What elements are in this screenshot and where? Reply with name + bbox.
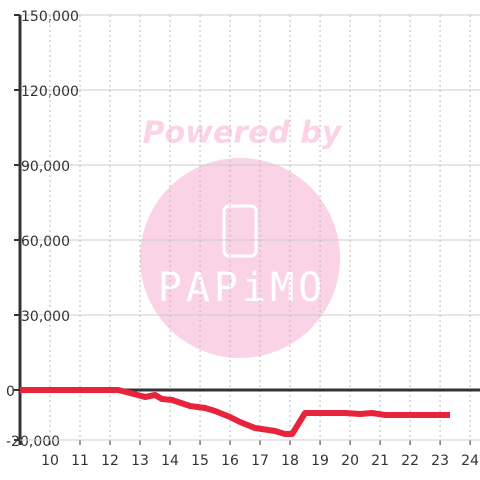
x-tick-label: 17 — [251, 453, 269, 469]
y-tick-label: 60,000 — [21, 234, 70, 250]
y-tick-label: 90,000 — [21, 159, 70, 175]
x-tick-label: 20 — [341, 453, 359, 469]
watermark: Powered by PAPiMO — [140, 116, 343, 358]
x-tick-label: 22 — [401, 453, 419, 469]
x-tick-label: 18 — [281, 453, 299, 469]
x-tick-label: 19 — [311, 453, 329, 469]
y-tick-label: -20,000 — [6, 434, 60, 450]
watermark-title: Powered by — [143, 116, 343, 151]
x-tick-label: 21 — [371, 453, 389, 469]
x-tick-label: 12 — [101, 453, 119, 469]
x-tick-label: 14 — [161, 453, 179, 469]
x-tick-label: 11 — [71, 453, 89, 469]
x-tick-label: 13 — [131, 453, 149, 469]
x-tick-label: 16 — [221, 453, 239, 469]
watermark-phone — [222, 204, 258, 258]
x-tick-label: 10 — [41, 453, 59, 469]
x-tick-label: 23 — [431, 453, 449, 469]
y-tick-label: 120,000 — [21, 84, 79, 100]
y-tick-label: 0 — [6, 384, 15, 400]
x-tick-label: 24 — [461, 453, 479, 469]
y-tick-label: 30,000 — [21, 309, 70, 325]
watermark-logo: PAPiMO — [158, 265, 327, 311]
series-line — [20, 387, 450, 437]
watermark-circle — [140, 158, 340, 358]
x-tick-label: 15 — [191, 453, 209, 469]
